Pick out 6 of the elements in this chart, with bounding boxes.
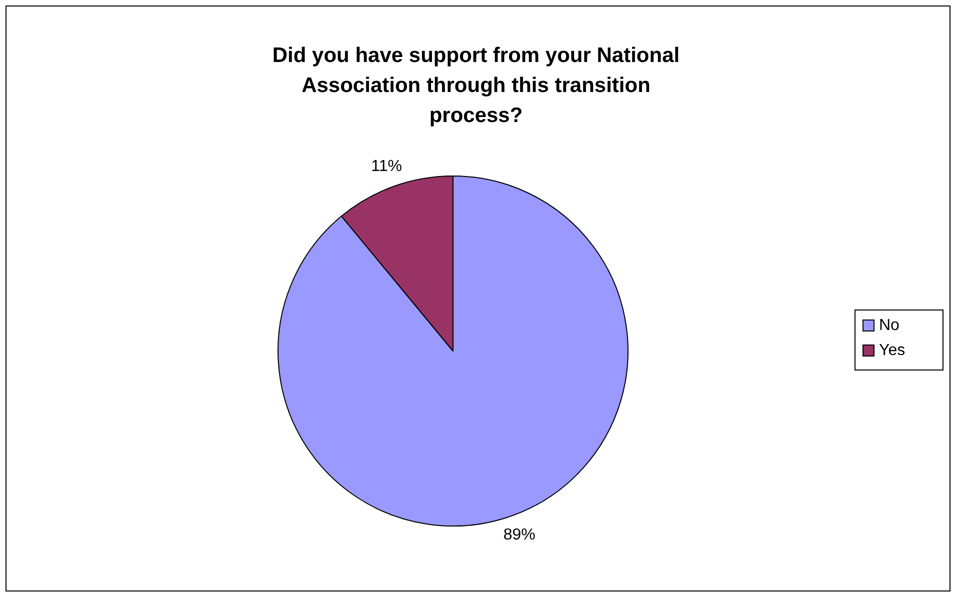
legend-label: No bbox=[879, 317, 900, 334]
data-label: 89% bbox=[503, 526, 536, 544]
data-label: 11% bbox=[371, 158, 402, 175]
pie-slice bbox=[278, 176, 628, 526]
legend-label: Yes bbox=[879, 342, 906, 360]
chart-title: Did you have support from your National Association through this transition process? bbox=[272, 44, 680, 127]
